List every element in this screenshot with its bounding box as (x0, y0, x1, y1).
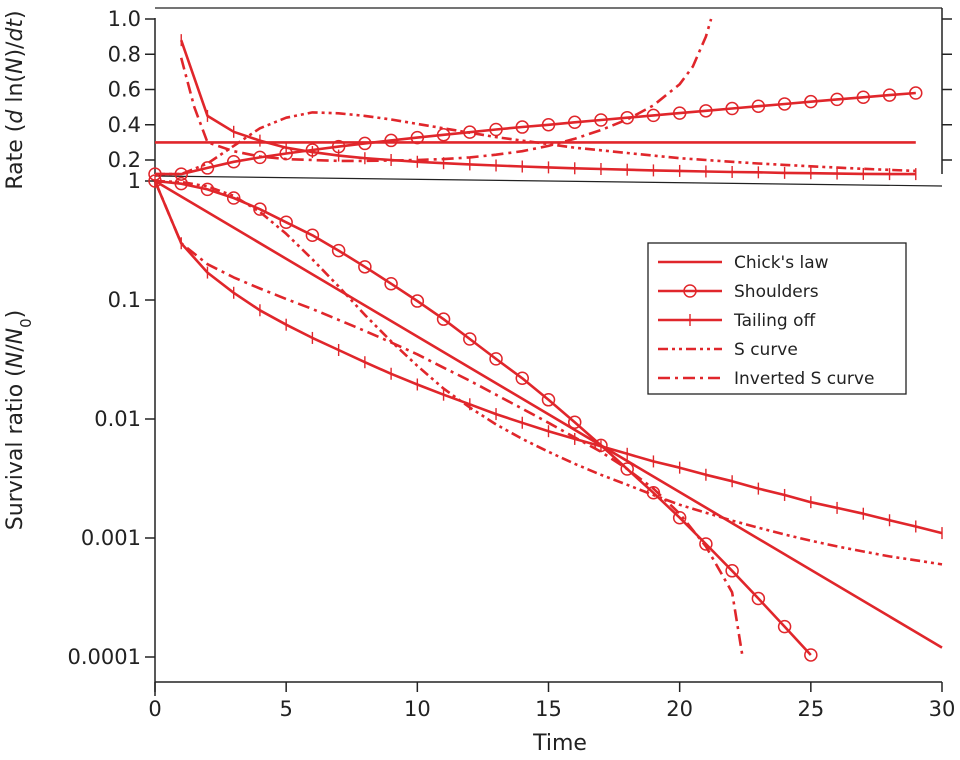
rate-marker-shoulders (410, 130, 425, 145)
rate-series-line-inverted-s-curve (179, 18, 713, 163)
x-tick-label: 0 (148, 697, 161, 721)
rate-marker-shoulders (594, 113, 608, 127)
rate-marker-shoulders (384, 133, 398, 148)
rate-series-group (148, 18, 923, 181)
survival-marker-shoulders (305, 228, 320, 243)
x-tick-label: 30 (929, 697, 956, 721)
rate-marker-shoulders (253, 150, 267, 165)
x-axis-title: Time (532, 731, 587, 756)
rate-marker-shoulders (804, 94, 818, 109)
x-tick-label: 20 (666, 697, 693, 721)
rate-marker-shoulders (672, 106, 687, 120)
rate-marker-shoulders (489, 122, 503, 137)
survival-panel-axes: 1 0.1 0.01 0.001 0.0001 0 5 10 15 20 25 30 (68, 169, 956, 721)
survival-marker-shoulders (226, 191, 241, 205)
survival-marker-shoulders (672, 510, 687, 525)
x-tick-label: 15 (535, 697, 562, 721)
rate-ytick-label: 0.6 (108, 78, 141, 102)
rate-ytick-label: 0.4 (108, 113, 141, 137)
survival-marker-shoulders (804, 648, 818, 662)
legend-label-shoulders: Shoulders (734, 282, 819, 302)
legend: Chick's law Shoulders Tailing off S curve In… (647, 242, 907, 395)
rate-axis-title: Rate (d ln(N)/dt) (3, 10, 28, 189)
rate-marker-shoulders (620, 110, 634, 125)
rate-marker-shoulders (226, 155, 241, 169)
rate-marker-shoulders (436, 128, 451, 142)
legend-label-chick-s-law: Chick's law (734, 253, 829, 273)
panel-divider-line (154, 175, 943, 187)
rate-marker-shoulders (699, 104, 713, 118)
rate-ytick-label: 0.2 (108, 148, 141, 172)
survival-marker-shoulders (751, 591, 766, 606)
survival-marker-shoulders (253, 202, 267, 216)
legend-box (647, 242, 907, 395)
survival-marker-shoulders (358, 260, 372, 274)
survival-ytick-label: 0.0001 (68, 645, 141, 669)
rate-ytick-label: 1.0 (108, 7, 141, 31)
rate-marker-shoulders (882, 88, 897, 102)
survival-series-line-inverted-s-curve (153, 180, 744, 658)
survival-marker-shoulders (699, 537, 713, 551)
survival-marker-shoulders (620, 462, 634, 476)
legend-label-inverted-s-curve: Inverted S curve (734, 369, 874, 389)
survival-marker-shoulders (489, 352, 503, 366)
legend-marker-shoulders (683, 284, 697, 298)
survival-marker-shoulders (331, 243, 346, 258)
rate-marker-shoulders (358, 136, 372, 151)
survival-ytick-label: 0.01 (94, 407, 141, 431)
survival-marker-shoulders (515, 371, 530, 386)
legend-label-tailing-off: Tailing off (733, 311, 817, 331)
x-tick-label: 25 (797, 697, 824, 721)
rate-marker-shoulders (174, 167, 188, 181)
survival-series-line-s-curve (154, 179, 943, 566)
rate-marker-shoulders (515, 120, 530, 134)
survival-ytick-label: 1 (128, 169, 141, 193)
survival-series-group (148, 174, 943, 662)
rate-series-line-s-curve (155, 111, 916, 176)
rate-series-line-shoulders (155, 91, 916, 176)
survival-marker-shoulders (463, 332, 477, 346)
rate-marker-shoulders (541, 118, 556, 132)
rate-marker-shoulders (646, 108, 661, 123)
rate-marker-shoulders (567, 115, 582, 130)
x-tick-label: 5 (279, 697, 292, 721)
survival-marker-shoulders (384, 276, 398, 291)
survival-marker-shoulders (279, 215, 293, 230)
survival-ytick-label: 0.001 (81, 526, 141, 550)
survival-ytick-label: 0.1 (108, 288, 141, 312)
rate-marker-shoulders (463, 125, 477, 139)
x-tick-label: 10 (404, 697, 431, 721)
survival-marker-shoulders (725, 564, 739, 578)
survival-series-line-chick-s-law (154, 179, 943, 649)
rate-marker-shoulders (856, 90, 871, 105)
rate-marker-shoulders (751, 99, 766, 113)
survival-marker-shoulders (541, 393, 556, 407)
rate-ytick-label: 0.8 (108, 42, 141, 66)
survival-marker-shoulders (567, 415, 582, 429)
rate-marker-shoulders (200, 161, 215, 175)
rate-marker-shoulders (777, 97, 792, 111)
rate-marker-shoulders (830, 92, 844, 107)
survival-marker-shoulders (410, 294, 425, 308)
survival-marker-shoulders (777, 619, 792, 634)
legend-label-s-curve: S curve (734, 340, 798, 360)
rate-panel-axes: 0.2 0.4 0.6 0.8 1.0 (108, 7, 952, 174)
survival-marker-shoulders (436, 312, 451, 326)
survival-axis-title: Survival ratio (N/N0) (3, 310, 35, 531)
rate-marker-shoulders (725, 101, 739, 116)
rate-marker-shoulders (909, 86, 923, 100)
